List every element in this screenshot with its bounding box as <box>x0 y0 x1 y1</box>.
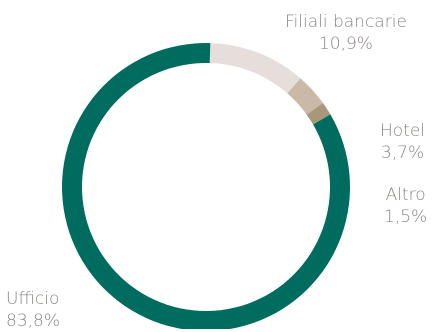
slice-label-filiali-bancarie: Filiali bancarie 10,9% <box>285 11 407 55</box>
slice-value-hotel: 3,7% <box>380 143 425 163</box>
donut-slice-hotel <box>287 78 323 115</box>
slice-name-hotel: Hotel <box>380 121 426 141</box>
slice-value-altro: 1,5% <box>384 207 428 227</box>
slice-label-ufficio: Ufficio 83,8% <box>6 288 60 332</box>
slice-name-filiali-bancarie: Filiali bancarie <box>285 12 407 32</box>
slice-name-ufficio: Ufficio <box>6 289 60 309</box>
slice-value-ufficio: 83,8% <box>6 311 61 331</box>
slice-name-altro: Altro <box>385 185 426 205</box>
slice-label-altro: Altro 1,5% <box>384 184 427 228</box>
donut-slice-altro <box>306 103 331 125</box>
donut-slice-filiali-bancarie <box>209 43 301 94</box>
slice-label-hotel: Hotel 3,7% <box>380 120 425 164</box>
slice-value-filiali-bancarie: 10,9% <box>318 34 373 54</box>
